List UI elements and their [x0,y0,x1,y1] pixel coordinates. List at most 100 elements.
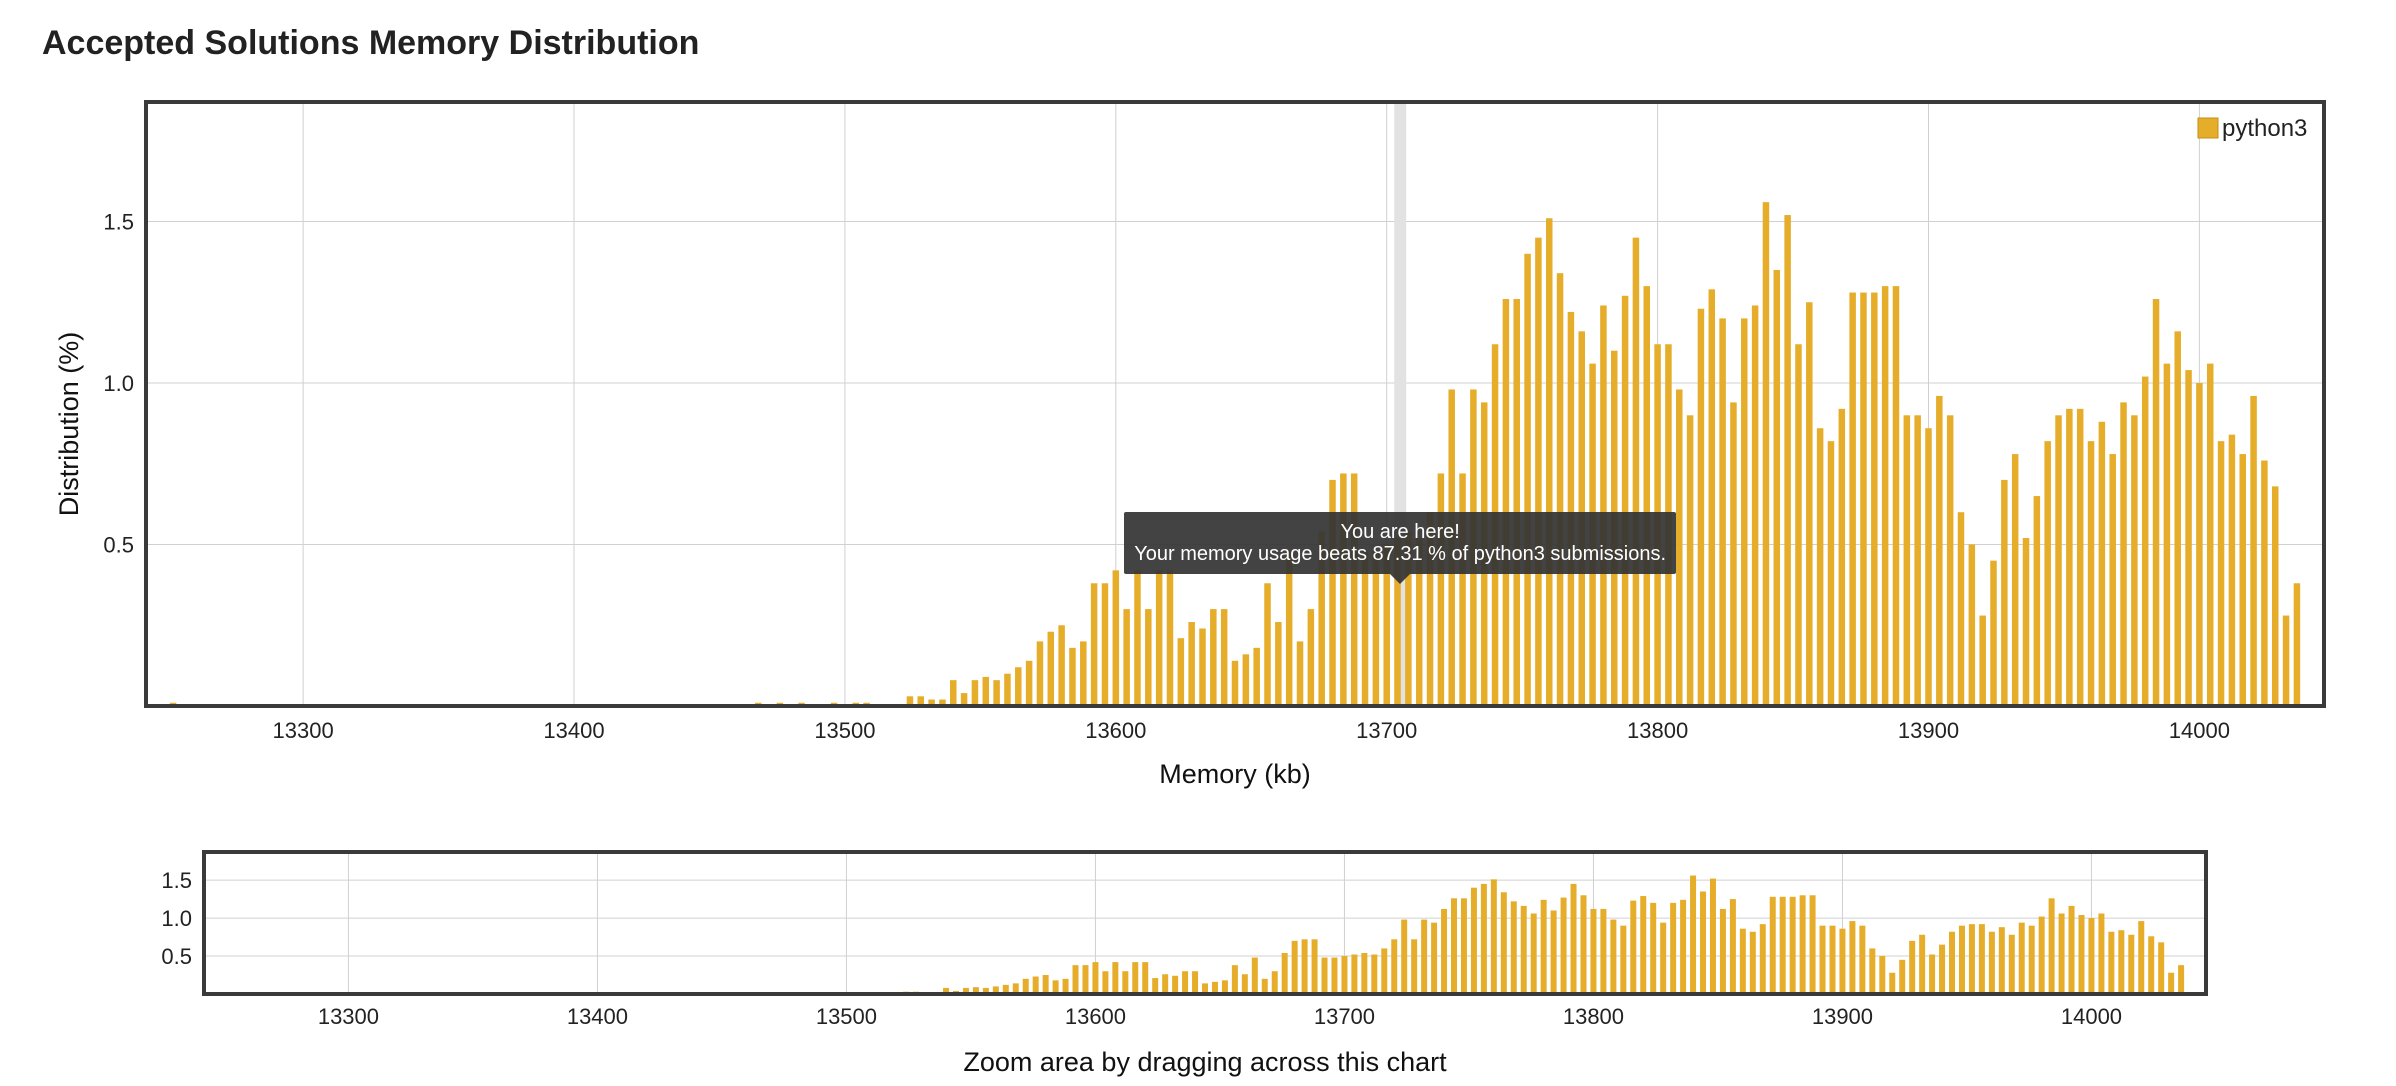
bar [2018,922,2025,994]
bar [1025,660,1033,706]
bar [1838,408,1846,706]
x-tick-label: 14000 [2169,718,2230,743]
bar [1979,615,1986,706]
bar [1132,962,1139,994]
bar [1211,981,1218,994]
bar [1451,898,1458,994]
bar [1090,583,1098,706]
bar [1919,934,1926,994]
bar [2118,930,2125,994]
x-tick-label: 13500 [816,1004,877,1029]
bar [1331,957,1338,994]
bar [2055,415,2062,706]
bar [1102,971,1109,994]
bar [2108,931,2115,994]
tooltip: You are here! Your memory usage beats 87… [1124,512,1677,574]
bar [1540,899,1547,994]
bar [1610,919,1617,994]
y-tick-label: 1.0 [161,906,192,931]
bar [2271,486,2279,706]
bar [971,680,979,706]
bar [2228,434,2236,706]
bar [2066,408,2073,706]
bar [2109,454,2116,706]
x-tick-label: 14000 [2061,1004,2122,1029]
bar [1621,295,1629,706]
bar [1630,900,1637,994]
bar [1524,253,1531,706]
bar [960,693,968,706]
bar [1650,902,1657,994]
bar [982,676,990,706]
bar [1166,570,1174,706]
bar [1192,971,1199,994]
bar [1405,531,1412,706]
bar [1829,925,1836,994]
bar [1510,901,1517,994]
bar [1421,919,1428,994]
bar [962,987,969,994]
bar [1719,908,1726,994]
bar [1162,974,1169,994]
bar [1816,428,1824,706]
bar [1188,622,1195,706]
plot-frame [202,850,2208,996]
bar [1827,441,1835,706]
bar [2038,916,2045,994]
bar [1580,895,1587,994]
bar [1879,956,1886,994]
bar [2138,921,2145,994]
bar [1415,538,1423,706]
bar [1762,202,1770,706]
bar [2078,915,2085,994]
bar [1799,895,1806,994]
bar [993,680,1000,706]
x-tick-label: 13800 [1627,718,1688,743]
bar [2148,936,2155,994]
bar [1978,924,1985,994]
bar [2261,460,2268,706]
bar [2087,441,2095,706]
bar [1513,299,1520,706]
bar [1535,237,1542,706]
bar [1795,344,1802,706]
bar [2250,395,2257,706]
bar [1383,544,1390,706]
bar [1700,891,1707,994]
bar [1047,631,1055,706]
bar [2185,370,2192,706]
bar [2098,421,2106,706]
bar [1570,883,1577,994]
bar [2174,331,2181,706]
bar [1361,952,1368,994]
bar [1871,292,1878,706]
bar [1600,908,1607,994]
y-tick-label: 0.5 [161,944,192,969]
bar [1789,896,1796,994]
bar [1500,892,1507,994]
bar [1600,305,1607,706]
bar [2206,363,2214,706]
x-tick-label: 13400 [567,1004,628,1029]
x-tick-label: 13800 [1563,1004,1624,1029]
bar [2076,408,2084,706]
bar [1643,286,1651,706]
bar [1058,625,1065,706]
bar [1869,948,1876,994]
bar [1285,550,1293,706]
bar [1002,984,1009,994]
bar [1957,512,1965,706]
bar [1889,972,1896,994]
bar [1998,927,2005,994]
bar [1949,931,1956,994]
bar [1036,641,1044,706]
bar [1779,896,1786,994]
y-tick-label: 1.5 [103,210,134,235]
bar [1556,273,1564,706]
plot-frame [144,100,2326,708]
bar [1839,928,1846,994]
bar [1122,971,1129,994]
bar [1321,957,1328,994]
bar [1082,965,1089,994]
